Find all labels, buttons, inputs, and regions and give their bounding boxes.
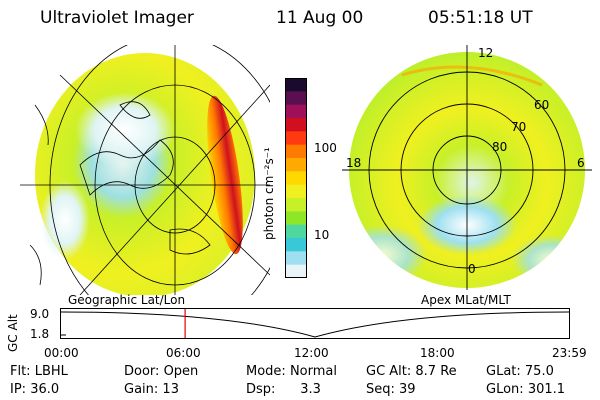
altitude-plot — [60, 308, 570, 339]
time-tick-0000: 00:00 — [44, 346, 79, 360]
colorbar-segment — [285, 104, 307, 119]
coastline — [34, 104, 49, 146]
observation-time: 05:51:18 UT — [428, 8, 533, 28]
outer-edge-region — [512, 235, 585, 285]
dayside-oval — [401, 65, 543, 87]
door-status: Door: Open — [124, 364, 198, 379]
apex-auroral-image — [342, 45, 592, 290]
coastline — [119, 101, 151, 119]
altitude-axis-label: GC Alt — [6, 314, 20, 352]
glon-label: GLon: — [486, 382, 524, 397]
colorbar-segment — [285, 238, 307, 252]
gc-alt-status: GC Alt: 8.7 Re — [366, 364, 457, 379]
observation-date: 11 Aug 00 — [276, 8, 364, 28]
filter-label: Flt: — [10, 364, 31, 379]
time-tick-0600: 06:00 — [166, 346, 201, 360]
ip-label: IP: — [10, 382, 27, 397]
gain-label: Gain: — [124, 382, 159, 397]
colorbar-segment — [285, 158, 307, 172]
seq-value: 39 — [399, 382, 416, 397]
colorbar-unit-label: photon cm⁻²s⁻¹ — [262, 147, 276, 240]
colorbar-segment — [285, 78, 307, 92]
coastline — [169, 228, 211, 255]
colorbar-segment — [285, 118, 307, 132]
longitude-line — [59, 74, 270, 276]
ip-status: IP: 36.0 — [10, 382, 59, 397]
mlt-label-0: 0 — [468, 262, 476, 276]
mode-status: Mode: Normal — [246, 364, 337, 379]
geographic-panel-label: Geographic Lat/Lon — [68, 293, 186, 307]
gc-alt-value: 8.7 Re — [415, 364, 457, 379]
glon-value: 301.1 — [527, 382, 566, 397]
glat-status: GLat: 75.0 — [486, 364, 554, 379]
colorbar — [285, 78, 307, 278]
nightside-region — [40, 180, 90, 260]
geographic-auroral-image — [20, 45, 270, 295]
colorbar-segment — [285, 171, 307, 186]
altitude-y-bottom: 1.8 — [30, 327, 50, 341]
mlat-label-80: 80 — [492, 140, 508, 154]
altitude-y-top: 9.0 — [30, 307, 50, 321]
instrument-title: Ultraviolet Imager — [40, 8, 194, 28]
mlt-label-6: 6 — [577, 156, 585, 170]
filter-status: Flt: LBHL — [10, 364, 68, 379]
colorbar-segment — [285, 251, 307, 266]
colorbar-segment — [285, 184, 307, 199]
coastline — [79, 139, 174, 196]
longitude-line — [79, 84, 270, 295]
mode-value: Normal — [289, 364, 337, 379]
mode-label: Mode: — [246, 364, 286, 379]
colorbar-tick-10: 10 — [314, 228, 330, 242]
time-tick-1200: 12:00 — [294, 346, 329, 360]
time-tick-1800: 18:00 — [420, 346, 455, 360]
colorbar-segment — [285, 198, 307, 212]
dsp-label: Dsp: — [246, 382, 276, 397]
altitude-curve — [60, 311, 570, 338]
glon-status: GLon: 301.1 — [486, 382, 565, 397]
seq-label: Seq: — [366, 382, 395, 397]
colorbar-segment — [285, 224, 307, 239]
ip-value: 36.0 — [30, 382, 60, 397]
door-label: Door: — [124, 364, 160, 379]
dsp-value: 3.3 — [300, 382, 321, 397]
colorbar-tick-100: 100 — [314, 141, 337, 155]
filter-value: LBHL — [34, 364, 68, 379]
gain-status: Gain: 13 — [124, 382, 179, 397]
gain-value: 13 — [162, 382, 179, 397]
gc-alt-label: GC Alt: — [366, 364, 412, 379]
dsp-status: Dsp: 3.3 — [246, 382, 321, 397]
mlt-label-18: 18 — [346, 156, 362, 170]
glat-value: 75.0 — [524, 364, 554, 379]
colorbar-segment — [285, 264, 307, 278]
colorbar-segment — [285, 91, 307, 106]
coastline — [29, 244, 42, 286]
mlt-label-12: 12 — [478, 46, 494, 60]
mlat-label-70: 70 — [511, 120, 527, 134]
time-tick-2359: 23:59 — [552, 346, 587, 360]
glat-label: GLat: — [486, 364, 521, 379]
mlat-label-60: 60 — [534, 98, 550, 112]
apex-panel-label: Apex MLat/MLT — [421, 293, 511, 307]
seq-status: Seq: 39 — [366, 382, 416, 397]
door-value: Open — [163, 364, 199, 379]
dayside-arc — [207, 95, 243, 255]
colorbar-segment — [285, 211, 307, 226]
colorbar-segment — [285, 144, 307, 159]
colorbar-segment — [285, 131, 307, 146]
